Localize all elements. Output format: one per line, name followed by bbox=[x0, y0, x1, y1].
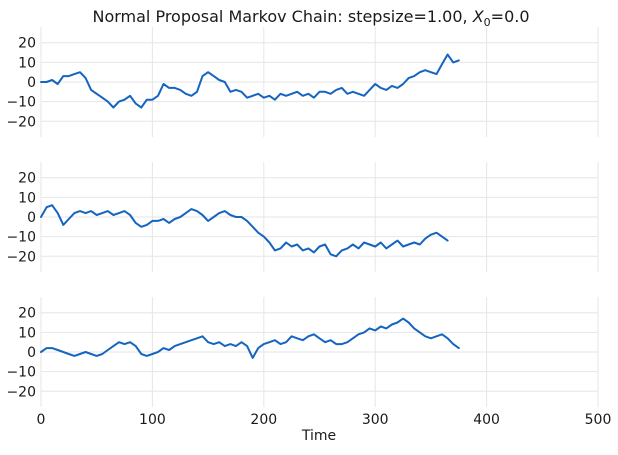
x-tick-label: 300 bbox=[362, 412, 389, 428]
y-tick-label: 20 bbox=[18, 171, 36, 187]
x-tick-label: 0 bbox=[37, 412, 46, 428]
x-tick-label: 200 bbox=[250, 412, 277, 428]
x-axis-label: Time bbox=[301, 428, 336, 444]
y-tick-label: 10 bbox=[18, 190, 36, 206]
y-tick-label: 0 bbox=[27, 75, 36, 91]
y-tick-label: 20 bbox=[18, 306, 36, 322]
x-tick-label: 400 bbox=[473, 412, 500, 428]
x-tick-label: 100 bbox=[139, 412, 166, 428]
trace-panel-3: 20 10 0 −10 −20 bbox=[6, 297, 599, 407]
y-tick-label: 0 bbox=[27, 210, 36, 226]
chain-trace-line-2 bbox=[40, 204, 449, 258]
chain-trace-line-3 bbox=[40, 317, 460, 359]
y-tick-label: −20 bbox=[6, 249, 36, 265]
y-tick-label: 10 bbox=[18, 55, 36, 71]
y-tick-label: −10 bbox=[6, 365, 36, 381]
y-tick-label: −20 bbox=[6, 384, 36, 400]
trace-panel-1: 20 10 0 −10 −20 bbox=[6, 27, 599, 137]
chain-trace-line-1 bbox=[40, 53, 460, 109]
chart-title: Normal Proposal Markov Chain: stepsize=1… bbox=[92, 7, 529, 29]
x-tick-label: 500 bbox=[585, 412, 612, 428]
y-tick-label: 10 bbox=[18, 325, 36, 341]
trace-panel-2: 20 10 0 −10 −20 bbox=[6, 162, 599, 272]
y-tick-label: −10 bbox=[6, 95, 36, 111]
y-tick-label: −20 bbox=[6, 114, 36, 130]
y-tick-label: 0 bbox=[27, 345, 36, 361]
y-tick-label: −10 bbox=[6, 230, 36, 246]
y-tick-label: 20 bbox=[18, 36, 36, 52]
